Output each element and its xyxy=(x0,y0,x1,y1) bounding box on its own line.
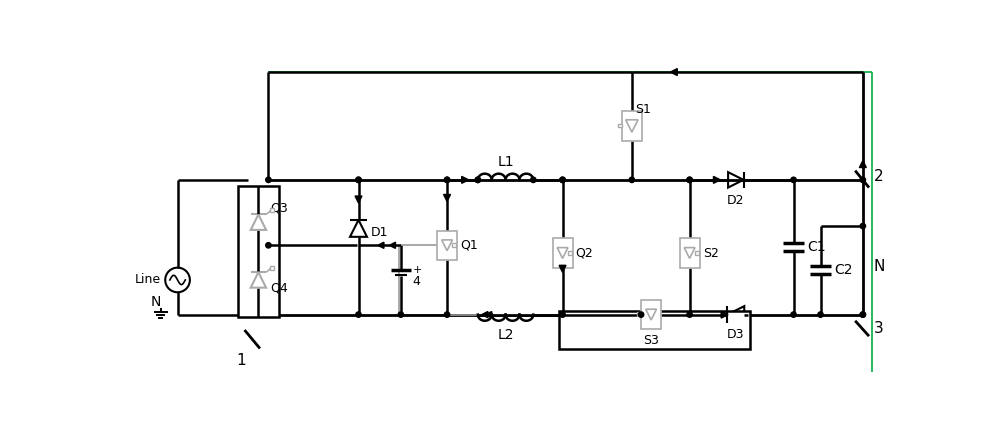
Text: Q3: Q3 xyxy=(271,202,288,215)
Circle shape xyxy=(560,177,565,183)
Circle shape xyxy=(629,177,635,183)
Bar xyxy=(568,251,572,254)
Circle shape xyxy=(356,312,361,317)
Text: L2: L2 xyxy=(497,328,514,342)
Polygon shape xyxy=(859,161,866,168)
Circle shape xyxy=(356,177,361,183)
Circle shape xyxy=(444,312,450,317)
Bar xyxy=(695,251,699,254)
Circle shape xyxy=(791,312,796,317)
Circle shape xyxy=(266,242,271,248)
Text: Q2: Q2 xyxy=(576,246,593,260)
Polygon shape xyxy=(444,194,451,202)
Circle shape xyxy=(860,312,866,317)
Circle shape xyxy=(531,177,536,183)
Bar xyxy=(437,231,457,260)
Text: N: N xyxy=(150,294,161,308)
Circle shape xyxy=(560,312,565,317)
Circle shape xyxy=(687,312,692,317)
Polygon shape xyxy=(713,176,720,183)
Polygon shape xyxy=(355,196,362,203)
Text: 2: 2 xyxy=(874,169,883,183)
Circle shape xyxy=(860,224,866,229)
Polygon shape xyxy=(482,312,488,318)
Text: N: N xyxy=(874,259,885,274)
Bar xyxy=(680,238,700,268)
Polygon shape xyxy=(684,248,695,258)
Bar xyxy=(553,238,573,268)
Polygon shape xyxy=(486,312,492,318)
Text: S1: S1 xyxy=(635,103,651,116)
Text: C2: C2 xyxy=(834,263,853,277)
Polygon shape xyxy=(557,248,568,258)
Text: D2: D2 xyxy=(727,194,745,207)
Polygon shape xyxy=(559,265,566,272)
Circle shape xyxy=(266,177,271,183)
Polygon shape xyxy=(727,306,744,323)
Text: Line: Line xyxy=(134,273,161,286)
Text: 3: 3 xyxy=(874,321,883,336)
Text: 4: 4 xyxy=(412,275,420,288)
Polygon shape xyxy=(626,120,638,132)
Polygon shape xyxy=(721,311,728,318)
Circle shape xyxy=(791,177,796,183)
Bar xyxy=(270,208,274,212)
Text: Q1: Q1 xyxy=(460,239,478,252)
Polygon shape xyxy=(350,220,367,237)
Polygon shape xyxy=(251,214,266,230)
Text: L1: L1 xyxy=(497,155,514,169)
Text: 1: 1 xyxy=(237,353,246,368)
Polygon shape xyxy=(389,242,395,248)
Polygon shape xyxy=(728,172,744,187)
Text: C1: C1 xyxy=(807,240,826,254)
Circle shape xyxy=(687,177,692,183)
Circle shape xyxy=(475,177,481,183)
Circle shape xyxy=(860,177,866,183)
Bar xyxy=(559,311,750,349)
Polygon shape xyxy=(646,309,656,320)
Circle shape xyxy=(356,177,361,183)
Circle shape xyxy=(560,177,565,183)
Text: S3: S3 xyxy=(643,334,659,347)
Circle shape xyxy=(475,177,481,183)
Circle shape xyxy=(444,177,450,183)
Text: +: + xyxy=(412,265,422,275)
Circle shape xyxy=(860,312,866,317)
Text: D1: D1 xyxy=(371,226,388,239)
Circle shape xyxy=(687,177,692,183)
Polygon shape xyxy=(251,272,266,288)
Polygon shape xyxy=(442,240,452,251)
Polygon shape xyxy=(378,242,384,248)
Circle shape xyxy=(444,177,450,183)
Bar xyxy=(637,312,641,316)
Text: D3: D3 xyxy=(727,328,745,341)
Bar xyxy=(618,124,622,128)
Text: S2: S2 xyxy=(703,246,719,260)
Circle shape xyxy=(398,312,404,317)
Polygon shape xyxy=(462,176,469,183)
Bar xyxy=(641,300,661,329)
Bar xyxy=(238,186,279,317)
Bar xyxy=(270,266,274,270)
Circle shape xyxy=(638,312,644,317)
Circle shape xyxy=(818,312,823,317)
Bar xyxy=(622,110,642,141)
Polygon shape xyxy=(670,69,677,76)
Text: Q4: Q4 xyxy=(271,281,288,294)
Bar xyxy=(452,243,456,247)
